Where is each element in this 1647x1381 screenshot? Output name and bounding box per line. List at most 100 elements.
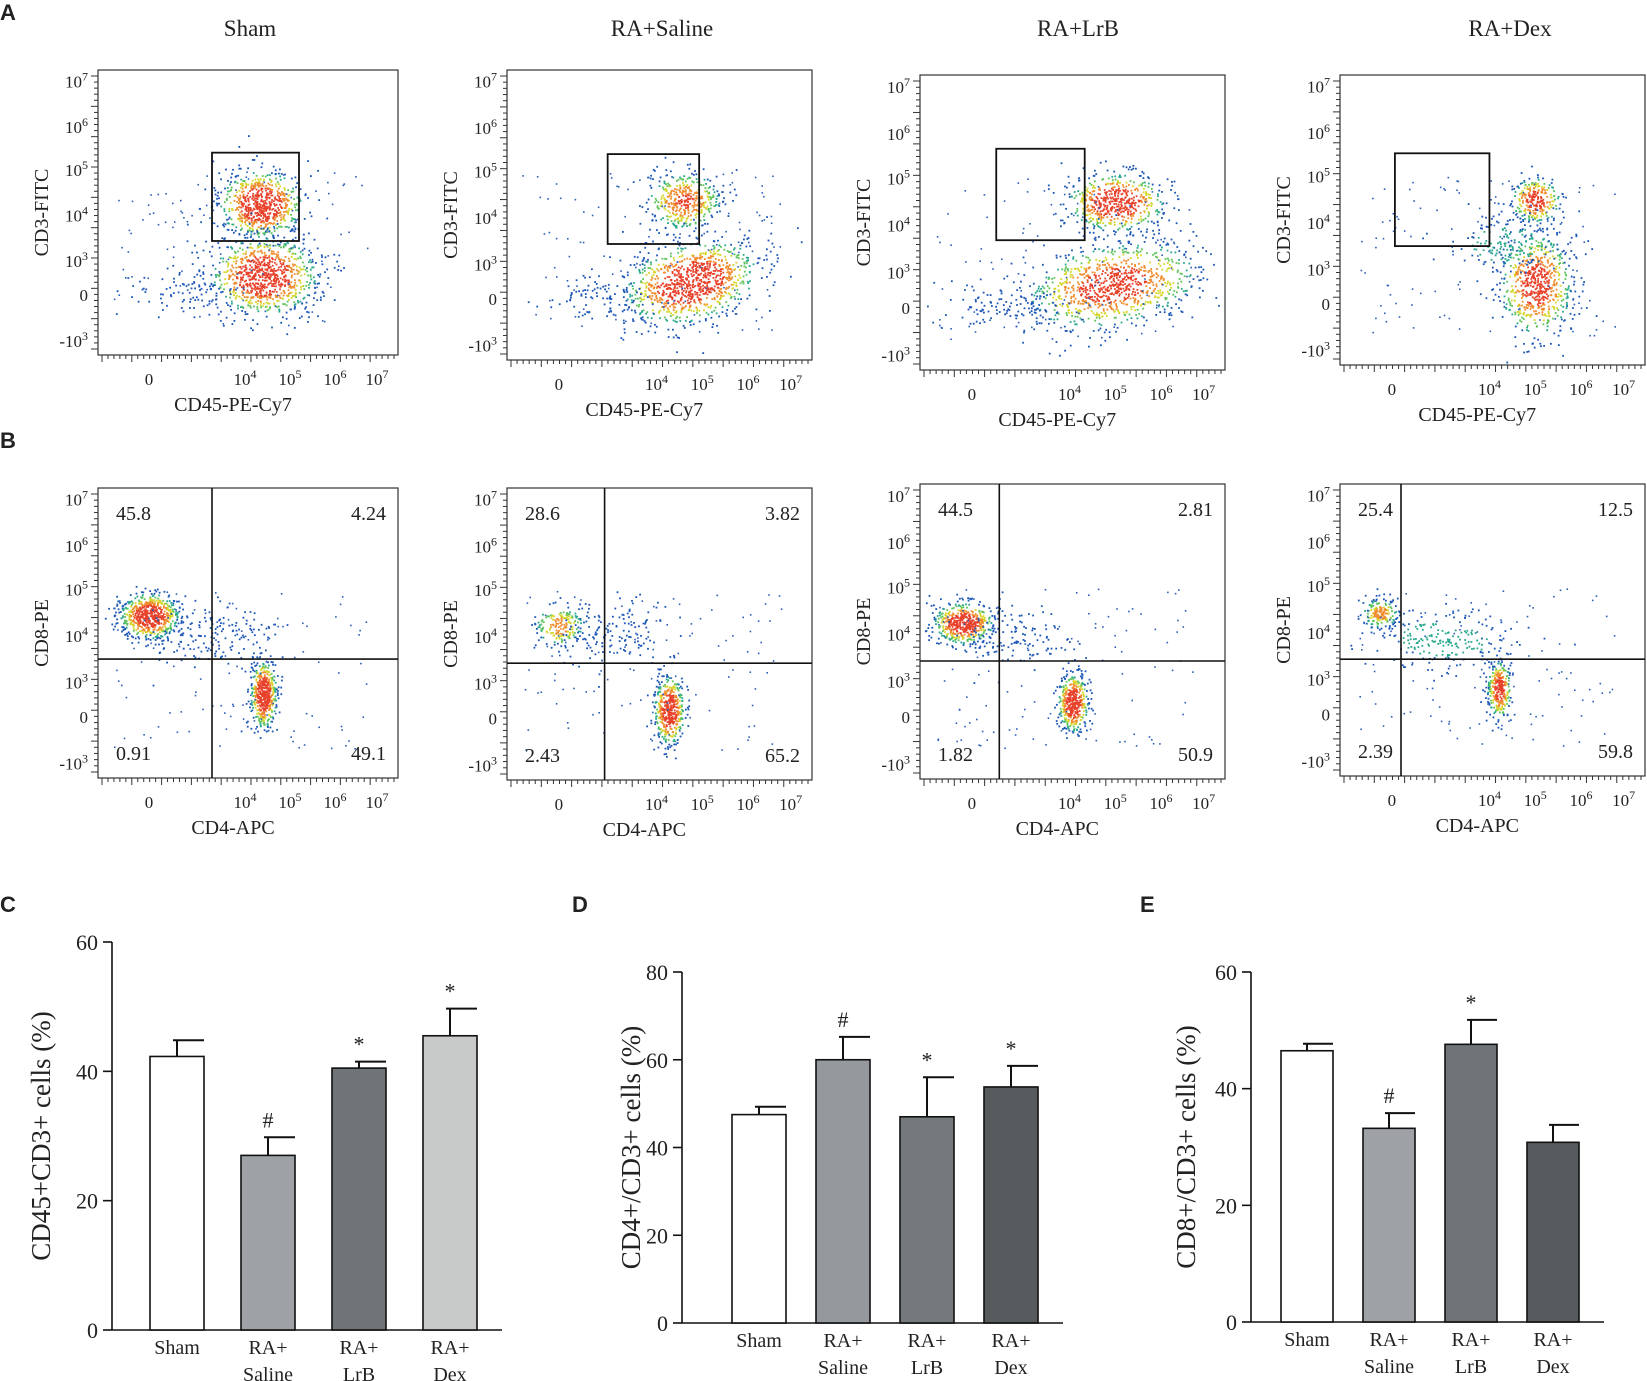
event-dot bbox=[230, 246, 233, 249]
event-dot bbox=[223, 208, 226, 211]
event-dot bbox=[254, 265, 257, 268]
event-dot bbox=[603, 255, 605, 257]
event-dot bbox=[256, 182, 259, 184]
event-dot bbox=[1096, 220, 1099, 222]
event-dot bbox=[275, 185, 278, 188]
event-dot bbox=[287, 294, 290, 297]
event-dot bbox=[265, 268, 268, 271]
event-dot bbox=[254, 256, 257, 258]
y-tick-label-exp: 3 bbox=[82, 249, 88, 263]
event-dot bbox=[610, 177, 613, 179]
event-dot bbox=[1134, 293, 1137, 296]
event-dot bbox=[245, 219, 247, 222]
event-dot bbox=[1167, 280, 1169, 283]
event-dot bbox=[1098, 226, 1101, 228]
event-dot bbox=[260, 194, 262, 197]
event-dot bbox=[1198, 266, 1200, 269]
event-dot bbox=[626, 271, 629, 274]
event-dot bbox=[263, 245, 266, 248]
event-dot bbox=[250, 184, 253, 187]
event-dot bbox=[690, 273, 693, 275]
event-dot bbox=[1086, 227, 1089, 229]
event-dot bbox=[256, 323, 259, 325]
event-dot bbox=[623, 328, 626, 331]
event-dot bbox=[664, 246, 667, 248]
event-dot bbox=[1111, 268, 1114, 270]
event-dot bbox=[242, 193, 245, 196]
event-dot bbox=[1127, 211, 1129, 213]
event-dot bbox=[629, 264, 632, 266]
event-dot bbox=[241, 310, 243, 312]
event-dot bbox=[1076, 214, 1079, 217]
event-dot bbox=[694, 257, 696, 259]
event-dot bbox=[288, 194, 291, 197]
event-dot bbox=[1104, 201, 1107, 203]
event-dot bbox=[690, 195, 692, 198]
event-dot bbox=[675, 292, 678, 295]
x-tick-label-base: 0 bbox=[555, 375, 564, 394]
event-dot bbox=[659, 309, 662, 312]
event-dot bbox=[716, 250, 719, 252]
event-dot bbox=[230, 257, 232, 259]
event-dot bbox=[219, 272, 221, 275]
y-tick-label-exp: 5 bbox=[491, 160, 497, 174]
event-dot bbox=[692, 261, 694, 264]
event-dot bbox=[297, 279, 300, 282]
event-dot bbox=[1127, 208, 1130, 211]
event-dot bbox=[1076, 267, 1079, 270]
event-dot bbox=[273, 285, 275, 287]
event-dot bbox=[720, 284, 722, 287]
event-dot bbox=[1115, 303, 1117, 305]
event-dot bbox=[718, 301, 721, 304]
event-dot bbox=[643, 295, 646, 298]
event-dot bbox=[746, 280, 749, 283]
event-dot bbox=[274, 198, 277, 201]
y-tick-label: 107 bbox=[65, 69, 88, 91]
event-dot bbox=[1134, 208, 1137, 211]
event-dot bbox=[688, 198, 690, 201]
event-dot bbox=[580, 294, 583, 297]
event-dot bbox=[682, 224, 685, 227]
event-dot bbox=[1140, 254, 1142, 257]
event-dot bbox=[1167, 301, 1169, 304]
event-dot bbox=[1114, 323, 1116, 326]
event-dot bbox=[1153, 233, 1156, 236]
event-dot bbox=[285, 279, 288, 282]
event-dot bbox=[721, 282, 724, 285]
event-dot bbox=[651, 295, 654, 297]
event-dot bbox=[1178, 209, 1180, 211]
event-dot bbox=[259, 285, 262, 287]
event-dot bbox=[1127, 201, 1130, 204]
event-dot bbox=[1125, 185, 1128, 188]
event-dot bbox=[226, 193, 229, 196]
event-dot bbox=[241, 227, 243, 230]
event-dot bbox=[256, 205, 259, 207]
event-dot bbox=[659, 317, 661, 320]
event-dot bbox=[632, 301, 634, 304]
event-dot bbox=[736, 288, 739, 291]
event-dot bbox=[248, 260, 251, 263]
event-dot bbox=[721, 201, 724, 203]
event-dot bbox=[263, 287, 266, 289]
event-dot bbox=[692, 279, 695, 281]
event-dot bbox=[1081, 198, 1083, 201]
event-dot bbox=[1089, 213, 1092, 216]
event-dot bbox=[242, 299, 244, 302]
event-dot bbox=[276, 210, 278, 213]
event-dot bbox=[250, 290, 253, 293]
event-dot bbox=[638, 269, 641, 271]
event-dot bbox=[1122, 284, 1124, 286]
event-dot bbox=[725, 230, 727, 233]
event-dot bbox=[232, 223, 235, 226]
event-dot bbox=[655, 296, 658, 298]
event-dot bbox=[266, 231, 268, 233]
event-dot bbox=[679, 233, 681, 235]
event-dot bbox=[147, 204, 150, 206]
event-dot bbox=[1073, 267, 1076, 270]
event-dot bbox=[568, 255, 571, 258]
event-dot bbox=[1128, 184, 1130, 186]
event-dot bbox=[595, 283, 598, 285]
event-dot bbox=[1115, 190, 1117, 193]
event-dot bbox=[228, 275, 231, 278]
event-dot bbox=[708, 266, 711, 269]
